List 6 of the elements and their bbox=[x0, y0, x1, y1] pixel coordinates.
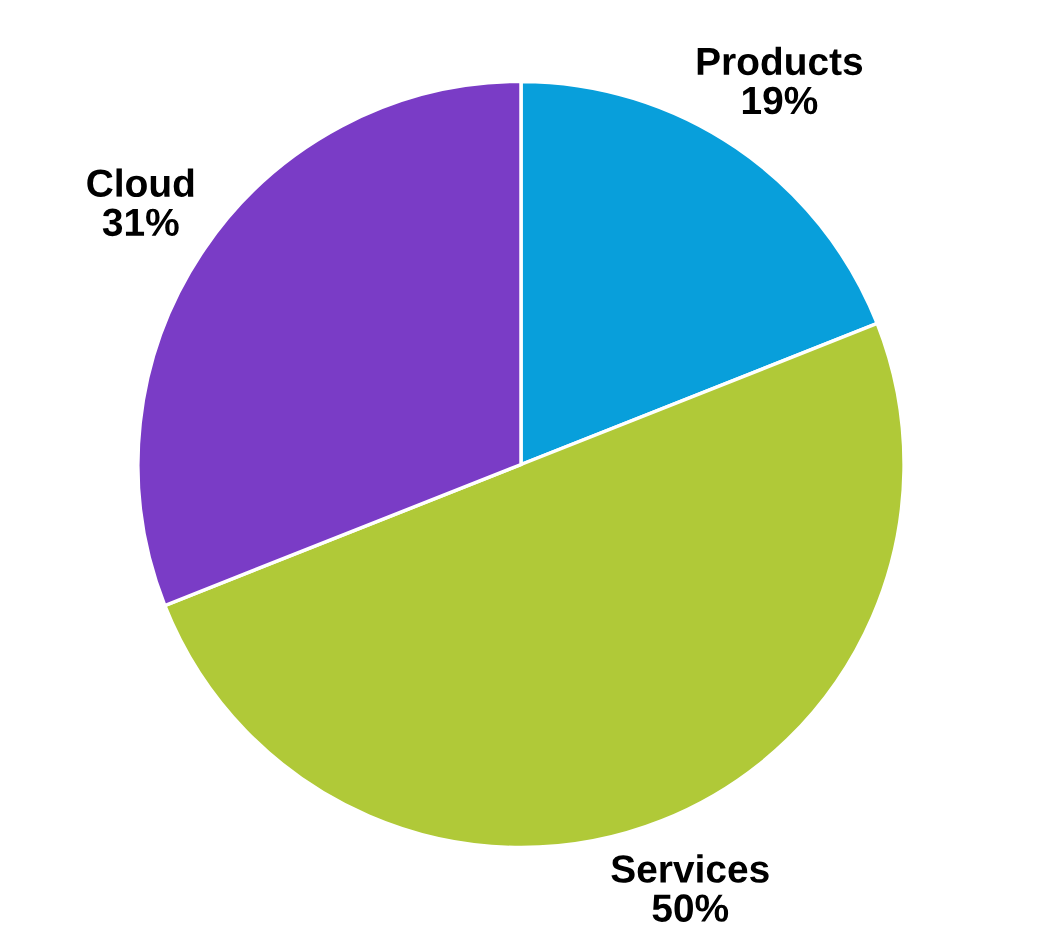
data-label: 50% bbox=[652, 894, 729, 922]
slice-label: Cloud bbox=[87, 168, 194, 198]
data-label: 19% bbox=[742, 86, 818, 115]
slice-label: Products bbox=[697, 46, 863, 76]
data-label: 31% bbox=[102, 208, 179, 237]
slice-label: Services bbox=[611, 854, 769, 883]
